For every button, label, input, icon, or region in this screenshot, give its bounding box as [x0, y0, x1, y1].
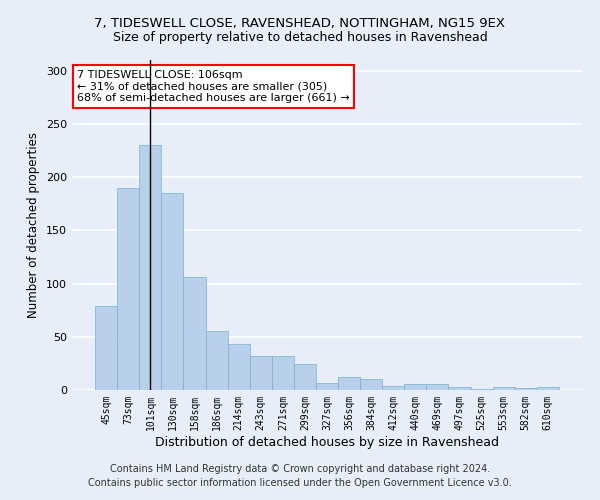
- Bar: [404, 384, 427, 390]
- Bar: [537, 387, 559, 390]
- Bar: [139, 145, 161, 390]
- Y-axis label: Number of detached properties: Number of detached properties: [28, 132, 40, 318]
- Bar: [427, 384, 448, 390]
- Bar: [206, 332, 227, 390]
- Bar: [272, 356, 294, 390]
- Bar: [515, 388, 537, 390]
- Text: 7 TIDESWELL CLOSE: 106sqm
← 31% of detached houses are smaller (305)
68% of semi: 7 TIDESWELL CLOSE: 106sqm ← 31% of detac…: [77, 70, 350, 103]
- Bar: [161, 193, 184, 390]
- Bar: [448, 387, 470, 390]
- Bar: [382, 386, 404, 390]
- X-axis label: Distribution of detached houses by size in Ravenshead: Distribution of detached houses by size …: [155, 436, 499, 448]
- Bar: [117, 188, 139, 390]
- Bar: [316, 382, 338, 390]
- Bar: [493, 387, 515, 390]
- Bar: [338, 377, 360, 390]
- Bar: [95, 306, 117, 390]
- Text: Contains HM Land Registry data © Crown copyright and database right 2024.
Contai: Contains HM Land Registry data © Crown c…: [88, 464, 512, 487]
- Bar: [294, 364, 316, 390]
- Text: Size of property relative to detached houses in Ravenshead: Size of property relative to detached ho…: [113, 31, 487, 44]
- Text: 7, TIDESWELL CLOSE, RAVENSHEAD, NOTTINGHAM, NG15 9EX: 7, TIDESWELL CLOSE, RAVENSHEAD, NOTTINGH…: [95, 18, 505, 30]
- Bar: [360, 380, 382, 390]
- Bar: [470, 389, 493, 390]
- Bar: [250, 356, 272, 390]
- Bar: [227, 344, 250, 390]
- Bar: [184, 277, 206, 390]
